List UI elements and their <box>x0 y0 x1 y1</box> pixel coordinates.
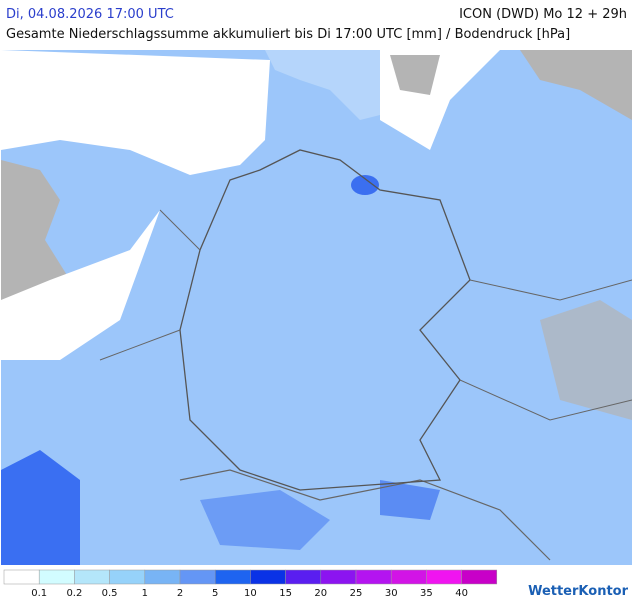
legend-label: 15 <box>279 588 292 599</box>
legend-label: 5 <box>212 588 218 599</box>
border <box>99 209 632 421</box>
heavy-precip <box>351 175 379 195</box>
legend-label: 40 <box>455 588 468 599</box>
legend-label: 2 <box>177 588 183 599</box>
legend-swatch <box>74 569 110 585</box>
legend-label: 1 <box>142 588 148 599</box>
legend-swatch <box>320 569 357 585</box>
dry-patch <box>540 300 632 420</box>
border <box>179 469 551 561</box>
model-run: ICON (DWD) Mo 12 + 29h <box>459 7 627 22</box>
legend-label: 0.1 <box>31 588 47 599</box>
legend-label: 25 <box>350 588 363 599</box>
heavy-precip <box>1 450 80 565</box>
legend-label: 0.2 <box>66 588 82 599</box>
datetime: Di, 04.08.2026 17:00 UTC <box>6 7 174 22</box>
land-sweden <box>390 55 440 95</box>
legend-swatch <box>179 569 216 585</box>
heavy-precip <box>380 480 440 520</box>
land-england <box>1 160 70 300</box>
legend-swatch <box>461 569 498 585</box>
legend-swatch <box>285 569 322 585</box>
sea-area <box>265 50 400 120</box>
legend-swatch <box>250 569 286 585</box>
legend-label: 30 <box>385 588 398 599</box>
legend-swatch <box>214 569 251 585</box>
legend-label: 20 <box>314 588 327 599</box>
north-sea <box>1 50 270 175</box>
legend-swatch <box>3 569 40 585</box>
land-east <box>520 50 632 120</box>
legend-swatch <box>390 569 427 585</box>
legend-label: 35 <box>420 588 433 599</box>
legend-swatch <box>426 569 462 585</box>
legend-swatch <box>109 569 146 585</box>
subtitle: Gesamte Niederschlagssumme akkumuliert b… <box>6 27 570 42</box>
legend-label: 10 <box>244 588 257 599</box>
legend: 0.1 0.2 0.5 1 2 5 10 15 20 25 30 35 40 <box>3 569 498 599</box>
logo: WetterKontor <box>528 584 629 599</box>
legend-swatch <box>355 569 392 585</box>
heavy-precip <box>200 490 330 550</box>
channel <box>1 210 160 360</box>
legend-swatch <box>38 569 75 585</box>
legend-label: 0.5 <box>102 588 118 599</box>
map <box>1 50 632 565</box>
legend-swatch <box>144 569 181 585</box>
